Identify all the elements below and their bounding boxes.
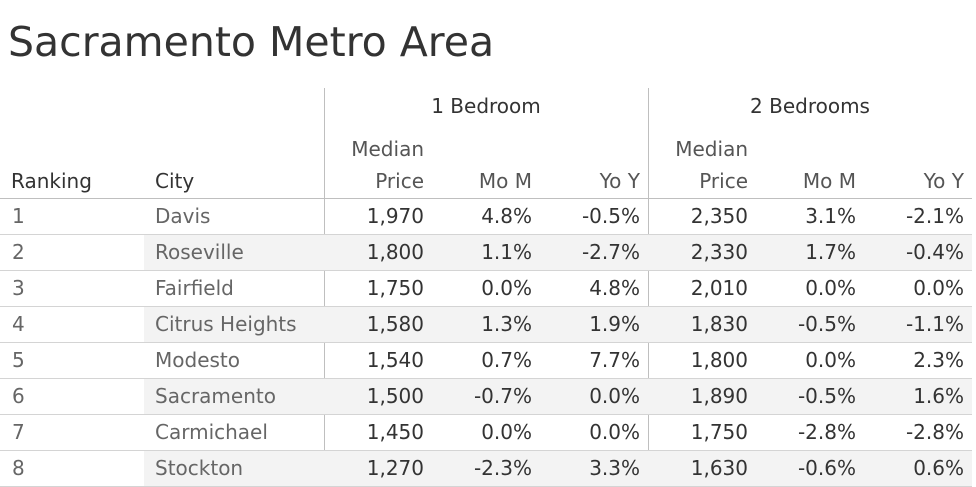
page-title: Sacramento Metro Area: [8, 18, 495, 66]
cell-b2-price: 2,010: [690, 276, 748, 300]
cell-b2-yoy: -0.4%: [905, 240, 964, 264]
cell-b1-yoy: 0.0%: [589, 420, 640, 444]
cell-b1-yoy: -0.5%: [581, 204, 640, 228]
cell-city: Fairfield: [155, 276, 234, 300]
cell-b2-price: 2,350: [690, 204, 748, 228]
cell-b1-price: 1,450: [366, 420, 424, 444]
row-band: [144, 235, 972, 270]
cell-b2-price: 1,830: [690, 312, 748, 336]
cell-city: Modesto: [155, 348, 240, 372]
row-divider: [0, 306, 972, 307]
cell-b2-mom: 3.1%: [805, 204, 856, 228]
cell-b1-mom: 1.1%: [481, 240, 532, 264]
cell-b2-price: 2,330: [690, 240, 748, 264]
row-divider: [0, 414, 972, 415]
col-header-mom-2: Mo M: [802, 169, 856, 193]
cell-rank: 3: [12, 276, 25, 300]
cell-b1-mom: -0.7%: [473, 384, 532, 408]
cell-b1-price: 1,750: [366, 276, 424, 300]
cell-b1-yoy: 1.9%: [589, 312, 640, 336]
cell-city: Stockton: [155, 456, 244, 480]
col-header-city: City: [155, 169, 195, 193]
cell-b2-mom: -2.8%: [797, 420, 856, 444]
col-header-yoy-1: Yo Y: [599, 169, 640, 193]
cell-b2-mom: 1.7%: [805, 240, 856, 264]
cell-rank: 5: [12, 348, 25, 372]
cell-rank: 4: [12, 312, 25, 336]
row-band: [144, 379, 972, 414]
row-divider: [0, 234, 972, 235]
cell-city: Davis: [155, 204, 211, 228]
cell-b2-price: 1,800: [690, 348, 748, 372]
divider-group-1: [324, 88, 325, 486]
divider-group-2: [648, 88, 649, 486]
cell-rank: 6: [12, 384, 25, 408]
group-header-2-bedrooms: 2 Bedrooms: [750, 94, 870, 118]
cell-rank: 8: [12, 456, 25, 480]
cell-b1-yoy: 4.8%: [589, 276, 640, 300]
cell-b1-yoy: -2.7%: [581, 240, 640, 264]
col-header-median-2: Median: [675, 137, 748, 161]
cell-b1-mom: -2.3%: [473, 456, 532, 480]
cell-b2-yoy: -2.1%: [905, 204, 964, 228]
col-header-price-1: Price: [375, 169, 424, 193]
cell-b1-price: 1,800: [366, 240, 424, 264]
cell-b2-price: 1,890: [690, 384, 748, 408]
cell-b1-mom: 0.7%: [481, 348, 532, 372]
cell-b1-yoy: 7.7%: [589, 348, 640, 372]
cell-city: Citrus Heights: [155, 312, 297, 336]
cell-b2-mom: -0.5%: [797, 384, 856, 408]
cell-b2-price: 1,630: [690, 456, 748, 480]
row-band: [144, 307, 972, 342]
row-divider: [0, 270, 972, 271]
cell-rank: 7: [12, 420, 25, 444]
cell-b1-yoy: 3.3%: [589, 456, 640, 480]
row-band: [144, 451, 972, 486]
col-header-yoy-2: Yo Y: [923, 169, 964, 193]
cell-b1-price: 1,500: [366, 384, 424, 408]
cell-b2-mom: -0.6%: [797, 456, 856, 480]
row-divider: [0, 450, 972, 451]
cell-b2-yoy: 0.6%: [913, 456, 964, 480]
row-divider: [0, 342, 972, 343]
cell-b1-yoy: 0.0%: [589, 384, 640, 408]
cell-b2-yoy: 1.6%: [913, 384, 964, 408]
group-header-1-bedroom: 1 Bedroom: [431, 94, 541, 118]
cell-b2-mom: 0.0%: [805, 348, 856, 372]
cell-rank: 1: [12, 204, 25, 228]
cell-b1-mom: 0.0%: [481, 420, 532, 444]
cell-b1-price: 1,270: [366, 456, 424, 480]
col-header-price-2: Price: [699, 169, 748, 193]
header-rule: [0, 198, 972, 199]
cell-b2-mom: -0.5%: [797, 312, 856, 336]
cell-b2-price: 1,750: [690, 420, 748, 444]
cell-city: Roseville: [155, 240, 244, 264]
col-header-ranking: Ranking: [11, 169, 92, 193]
col-header-median-1: Median: [351, 137, 424, 161]
cell-b2-yoy: -2.8%: [905, 420, 964, 444]
col-header-mom-1: Mo M: [478, 169, 532, 193]
cell-b2-yoy: 0.0%: [913, 276, 964, 300]
cell-city: Sacramento: [155, 384, 276, 408]
cell-b1-mom: 4.8%: [481, 204, 532, 228]
cell-b2-mom: 0.0%: [805, 276, 856, 300]
cell-b1-price: 1,540: [366, 348, 424, 372]
row-divider: [0, 378, 972, 379]
cell-city: Carmichael: [155, 420, 268, 444]
cell-b2-yoy: 2.3%: [913, 348, 964, 372]
cell-b1-price: 1,970: [366, 204, 424, 228]
cell-rank: 2: [12, 240, 25, 264]
cell-b1-mom: 0.0%: [481, 276, 532, 300]
cell-b2-yoy: -1.1%: [905, 312, 964, 336]
cell-b1-price: 1,580: [366, 312, 424, 336]
cell-b1-mom: 1.3%: [481, 312, 532, 336]
